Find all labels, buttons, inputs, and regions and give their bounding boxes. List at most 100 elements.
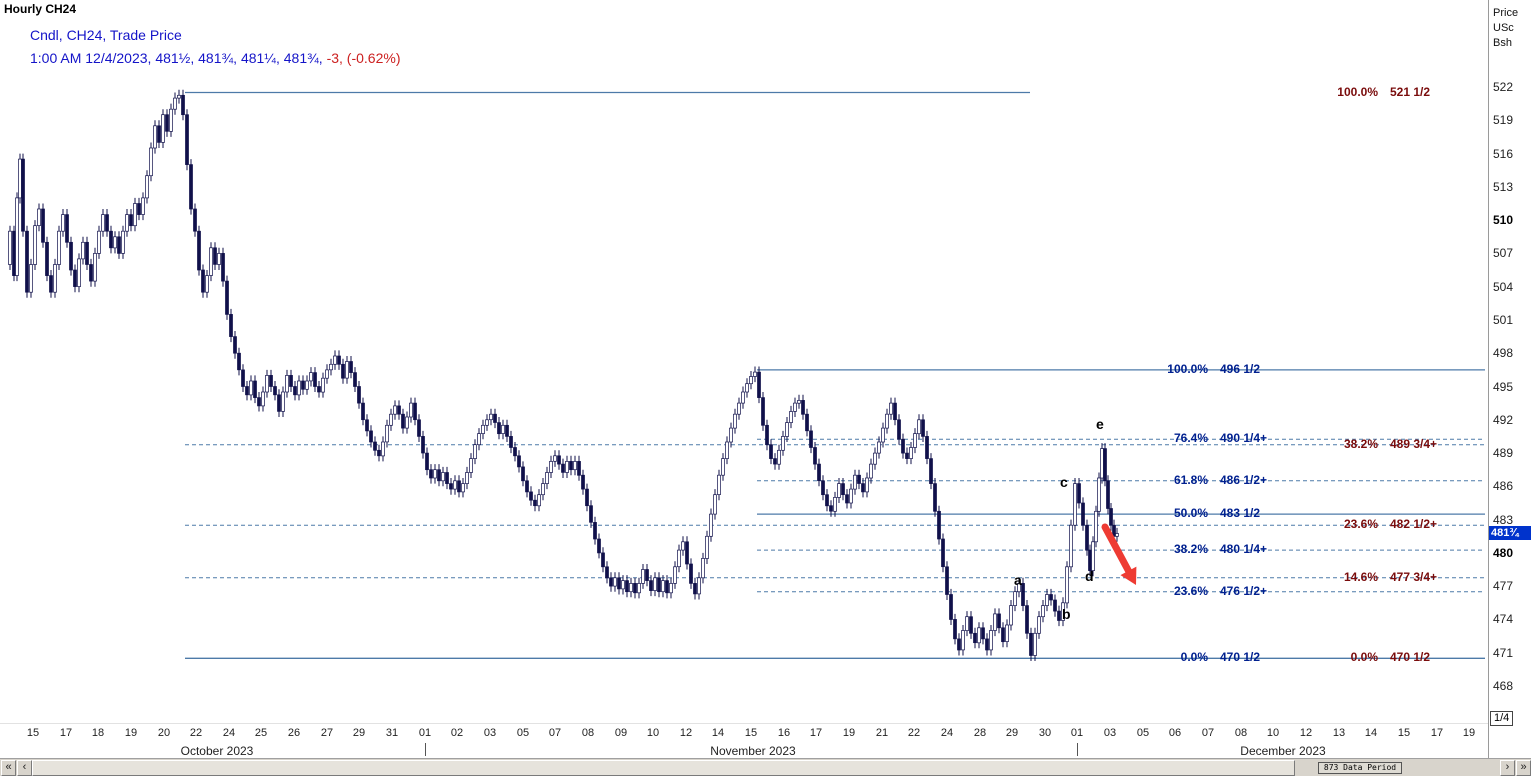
date-label: 30 xyxy=(1038,727,1052,739)
fib-value-label: 521 1/2 xyxy=(1390,85,1431,99)
price-axis-label: 477 xyxy=(1493,579,1514,593)
price-axis-label: 507 xyxy=(1493,246,1514,260)
axis-header-price: Price xyxy=(1493,7,1519,19)
date-label: 01 xyxy=(418,727,432,739)
date-label: 15 xyxy=(744,727,758,739)
date-label: 28 xyxy=(973,727,987,739)
wave-label-d: d xyxy=(1085,568,1094,584)
price-axis-label: 486 xyxy=(1493,479,1514,493)
fib-value-label: 476 1/2+ xyxy=(1220,584,1268,598)
date-label: 31 xyxy=(385,727,399,739)
data-period-box: 873 Data Period xyxy=(1318,762,1402,774)
scroll-left-button[interactable]: ‹ xyxy=(17,760,32,776)
date-label: 24 xyxy=(940,727,954,739)
date-label: 17 xyxy=(1430,727,1444,739)
date-label: 12 xyxy=(1299,727,1313,739)
fib-percent-label: 38.2% xyxy=(1343,437,1378,451)
price-axis-label: 483 xyxy=(1493,513,1514,527)
fib-percent-label: 100.0% xyxy=(1167,362,1208,376)
date-label: 21 xyxy=(875,727,889,739)
scroll-far-right-button[interactable]: » xyxy=(1516,760,1531,776)
wave-label-a: a xyxy=(1014,572,1022,588)
fib-value-label: 482 1/2+ xyxy=(1390,517,1438,531)
price-axis-label: 519 xyxy=(1493,113,1514,127)
date-label: 18 xyxy=(91,727,105,739)
date-label: 17 xyxy=(59,727,73,739)
chart-bottom-divider xyxy=(0,723,1488,724)
fib-value-label: 490 1/4+ xyxy=(1220,431,1268,445)
date-label: 12 xyxy=(679,727,693,739)
current-price-badge: 481¾ xyxy=(1489,526,1531,540)
down-arrow-annotation xyxy=(1101,523,1132,575)
axis-header-usc: USc xyxy=(1493,22,1514,34)
scrollbar-thumb[interactable] xyxy=(32,760,1295,776)
date-label: 26 xyxy=(287,727,301,739)
price-axis-divider xyxy=(1488,0,1489,758)
date-label: 20 xyxy=(157,727,171,739)
date-label: 16 xyxy=(777,727,791,739)
date-label: 10 xyxy=(1266,727,1280,739)
price-axis-label: 510 xyxy=(1493,213,1514,227)
fib-percent-label: 61.8% xyxy=(1173,473,1208,487)
fib-percent-label: 100.0% xyxy=(1337,85,1378,99)
date-label: 09 xyxy=(614,727,628,739)
date-label: 08 xyxy=(581,727,595,739)
scroll-right-button[interactable]: › xyxy=(1500,760,1515,776)
date-label: 25 xyxy=(254,727,268,739)
fib-value-label: 486 1/2+ xyxy=(1220,473,1268,487)
price-axis-label: 489 xyxy=(1493,446,1514,460)
wave-label-e: e xyxy=(1096,416,1104,432)
date-label: 19 xyxy=(124,727,138,739)
date-label: 13 xyxy=(1332,727,1346,739)
date-label: 22 xyxy=(189,727,203,739)
date-label: 14 xyxy=(711,727,725,739)
price-axis-header: Price USc Bsh xyxy=(1493,6,1518,51)
date-label: 03 xyxy=(1103,727,1117,739)
date-label: 05 xyxy=(516,727,530,739)
fib-value-label: 477 3/4+ xyxy=(1390,570,1438,584)
month-label: December 2023 xyxy=(1240,744,1326,758)
legend-ohlc: 1:00 AM 12/4/2023, 481½, 481¾, 481¼, 481… xyxy=(30,50,323,66)
scroll-far-left-button[interactable]: « xyxy=(1,760,16,776)
month-label: October 2023 xyxy=(180,744,254,758)
price-axis-label: 501 xyxy=(1493,313,1514,327)
fib-value-label: 496 1/2 xyxy=(1220,362,1261,376)
date-label: 17 xyxy=(809,727,823,739)
fib-percent-label: 0.0% xyxy=(1180,650,1208,664)
price-axis-label: 513 xyxy=(1493,180,1514,194)
fib-value-label: 470 1/2 xyxy=(1390,650,1431,664)
date-label: 29 xyxy=(352,727,366,739)
date-label: 08 xyxy=(1234,727,1248,739)
date-label: 19 xyxy=(842,727,856,739)
fib-percent-label: 50.0% xyxy=(1173,506,1208,520)
price-axis-label: 492 xyxy=(1493,413,1514,427)
legend-quote: 1:00 AM 12/4/2023, 481½, 481¾, 481¼, 481… xyxy=(30,50,401,66)
price-chart[interactable] xyxy=(0,0,1488,758)
fib-value-label: 470 1/2 xyxy=(1220,650,1261,664)
axis-header-bsh: Bsh xyxy=(1493,37,1512,49)
legend-change: -3, (-0.62%) xyxy=(322,50,401,66)
price-axis-label: 498 xyxy=(1493,346,1514,360)
month-separator xyxy=(425,743,426,756)
price-axis-label: 480 xyxy=(1493,546,1514,560)
date-label: 19 xyxy=(1462,727,1476,739)
date-label: 02 xyxy=(450,727,464,739)
date-label: 06 xyxy=(1168,727,1182,739)
price-axis-label: 474 xyxy=(1493,612,1514,626)
fib-percent-label: 14.6% xyxy=(1343,570,1378,584)
date-label: 29 xyxy=(1005,727,1019,739)
price-axis-label: 516 xyxy=(1493,147,1514,161)
horizontal-scrollbar[interactable]: « ‹ 873 Data Period › » xyxy=(0,758,1531,776)
date-label: 05 xyxy=(1136,727,1150,739)
date-label: 10 xyxy=(646,727,660,739)
tick-size-box: 1/4 xyxy=(1490,711,1514,726)
fib-percent-label: 38.2% xyxy=(1173,542,1208,556)
window-title: Hourly CH24 xyxy=(4,2,77,16)
fib-percent-label: 0.0% xyxy=(1350,650,1378,664)
price-axis-label: 504 xyxy=(1493,280,1514,294)
date-label: 15 xyxy=(1397,727,1411,739)
price-axis-label: 522 xyxy=(1493,80,1514,94)
date-label: 01 xyxy=(1070,727,1084,739)
month-label: November 2023 xyxy=(710,744,796,758)
